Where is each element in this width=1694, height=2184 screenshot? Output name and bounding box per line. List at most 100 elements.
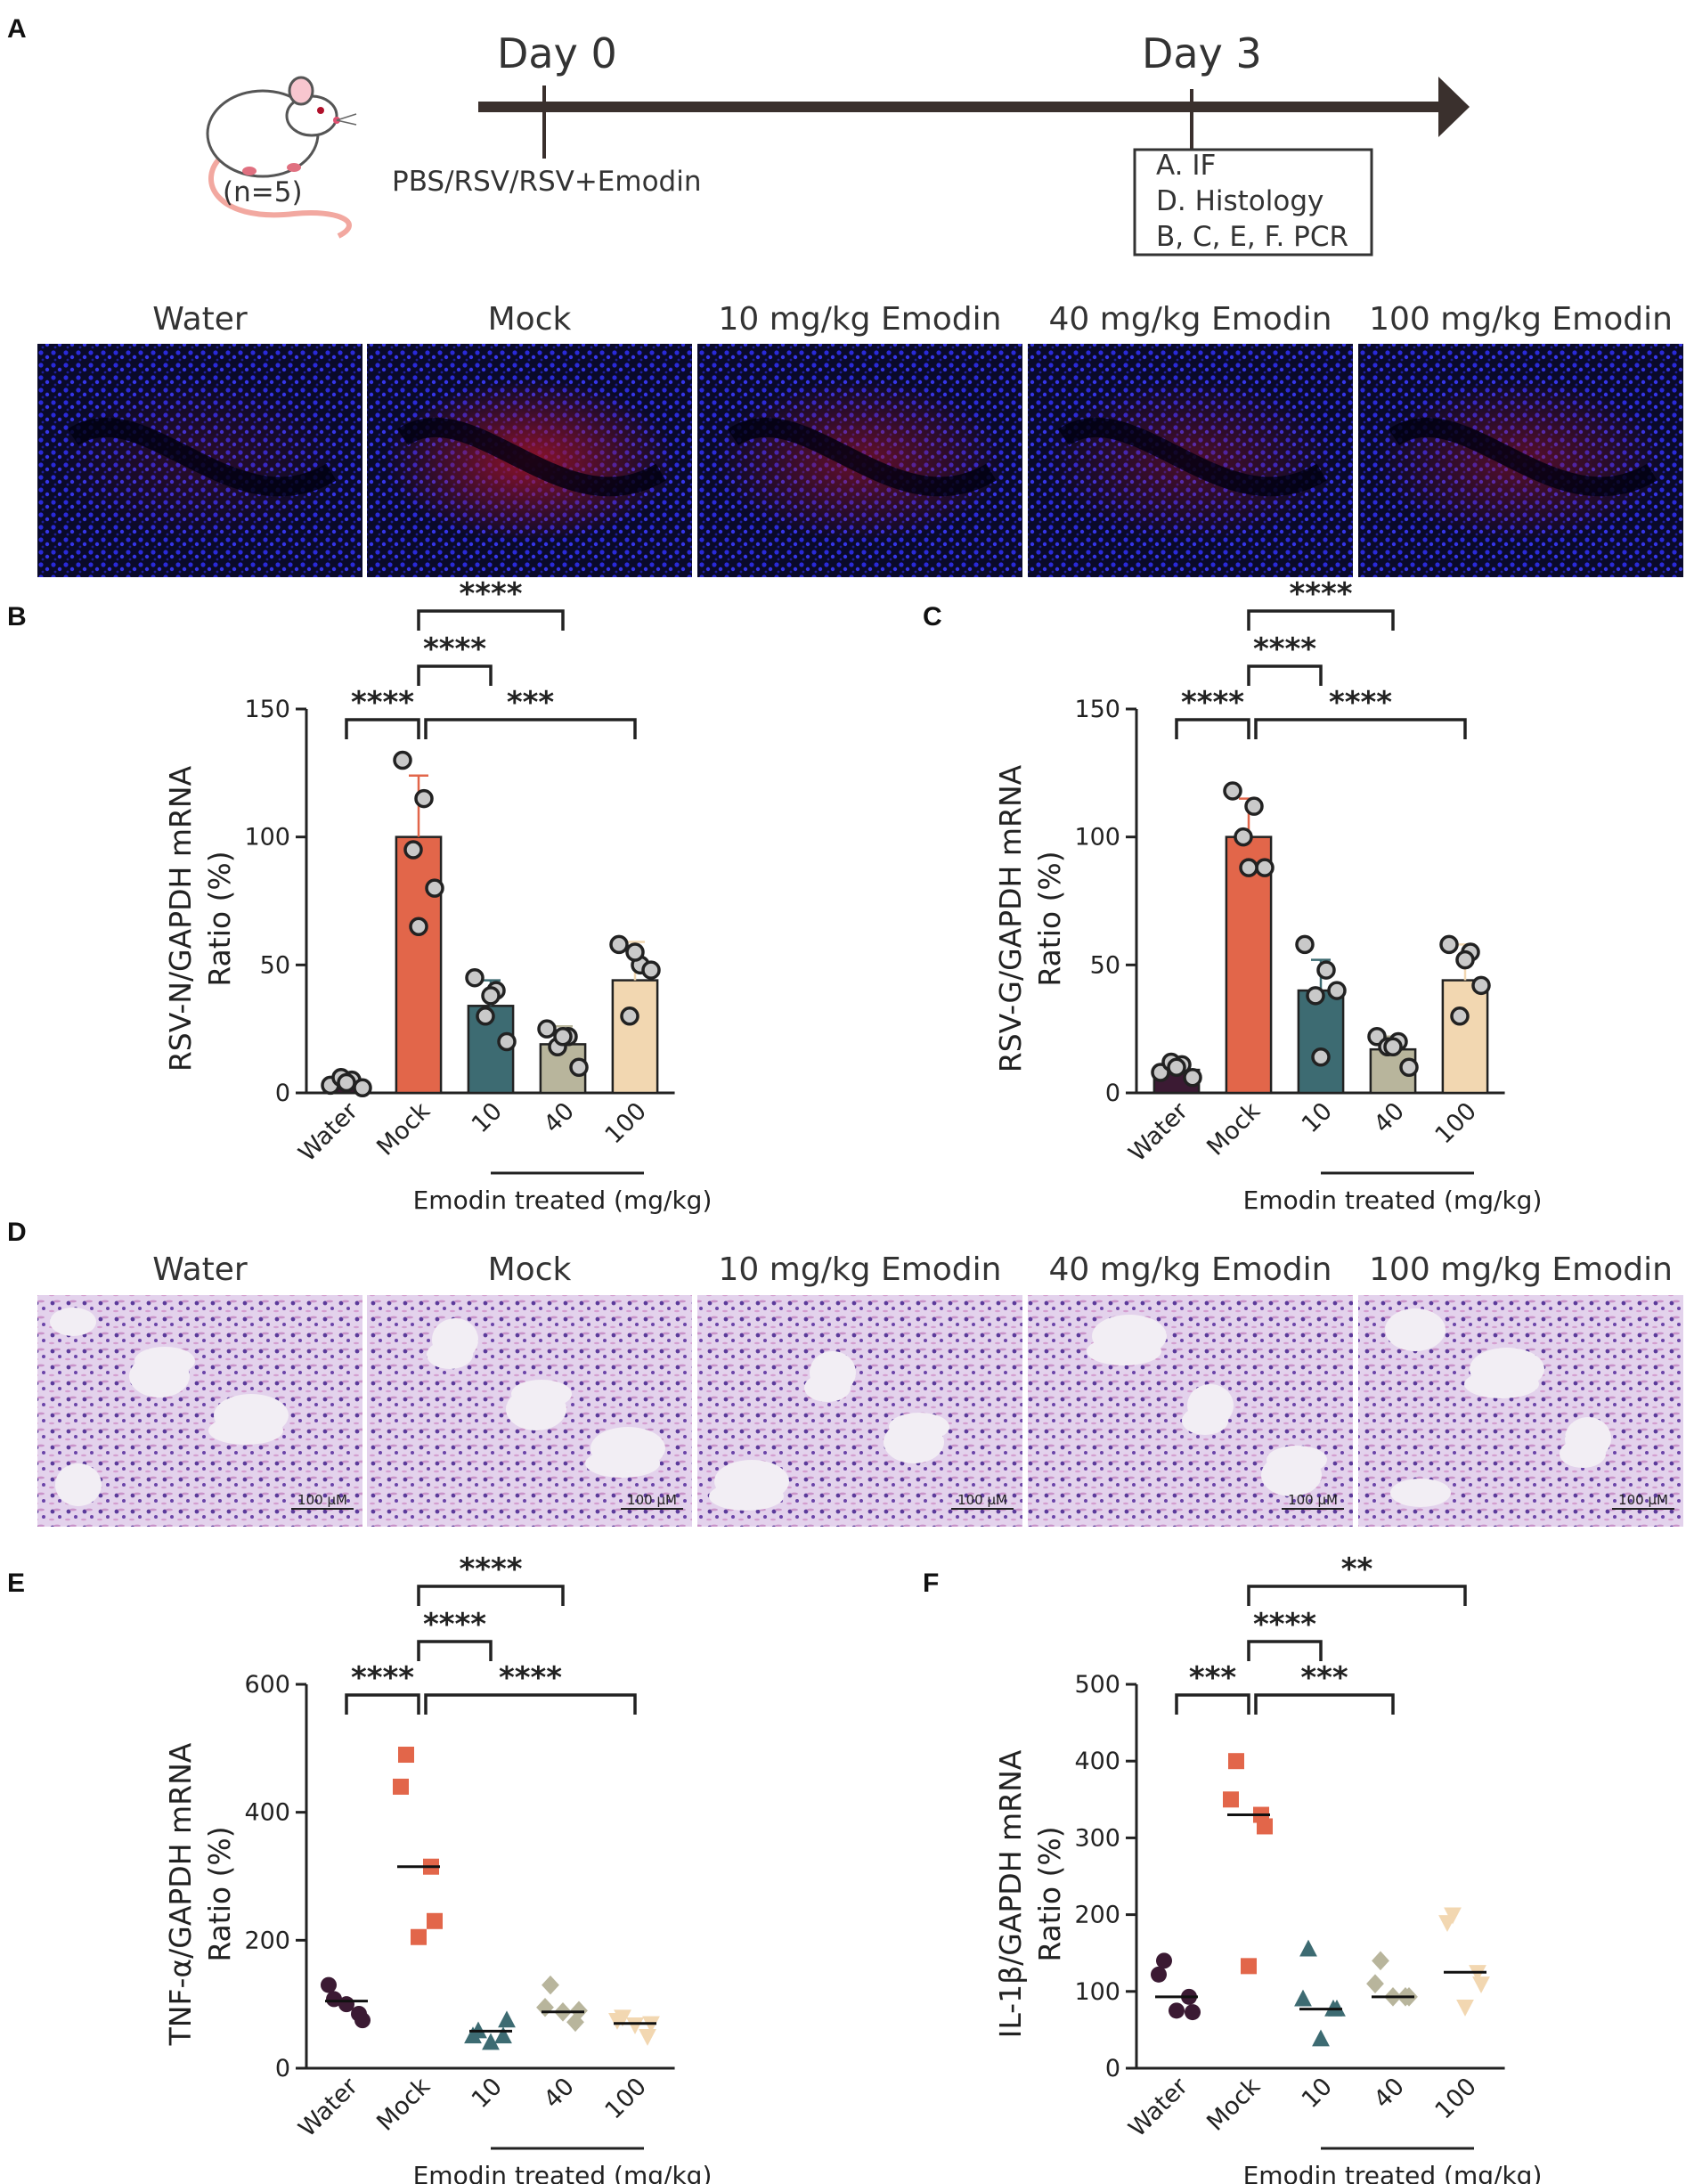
he-caption-5: 100 mg/kg Emodin xyxy=(1369,1251,1673,1288)
treatment-label: PBS/RSV/RSV+Emodin xyxy=(392,166,702,198)
chart-c-point-3-2 xyxy=(1316,960,1336,980)
chart-f-point-2-1 xyxy=(1228,1753,1244,1770)
chart-c-bracket-4 xyxy=(1247,609,1395,631)
chart-e-point-5-3 xyxy=(639,2028,656,2046)
chart-e-sig-label-1: **** xyxy=(351,1660,414,1696)
chart-f-point-3-5 xyxy=(1312,2029,1330,2047)
chart-b-point-4-4 xyxy=(569,1057,589,1078)
chart-e-xtick-label-5: 100 xyxy=(600,2073,652,2124)
chart-e-bracket-2 xyxy=(424,1693,637,1715)
chart-b-xtick-label-3: 10 xyxy=(467,1097,508,1138)
histology-image-row: Water 100 μM Mock 100 μM 10 mg/kg Emodin 100 … xyxy=(37,1251,1683,1527)
chart-b-point-1-4 xyxy=(353,1078,372,1098)
chart-b-sig-label-4: **** xyxy=(459,576,522,612)
chart-c-bracket-1 xyxy=(1175,718,1250,739)
chart-b-xtick-label-5: 100 xyxy=(600,1097,652,1149)
if-image-row: Water Mock 10 mg/kg Emodin 40 mg/kg Emodin 1… xyxy=(37,301,1683,577)
chart-f-xtick-label-4: 40 xyxy=(1369,2073,1410,2114)
chart-f-ytick-label-5: 500 xyxy=(1074,1671,1120,1699)
if-caption-2: Mock xyxy=(488,301,572,338)
chart-b-point-5-3 xyxy=(620,1006,639,1026)
chart-f-ytick-label-4: 400 xyxy=(1074,1748,1120,1775)
chart-c-ytick-label-2: 100 xyxy=(1074,824,1120,852)
chart-f-point-1-5 xyxy=(1169,2002,1185,2019)
chart-f-point-2-4 xyxy=(1257,1818,1273,1835)
chart-b-ylabel-line-2: Ratio (%) xyxy=(202,851,237,986)
chart-f-point-4-2 xyxy=(1366,1974,1384,1993)
if-image-3 xyxy=(697,344,1022,577)
chart-c-point-5-1 xyxy=(1439,934,1459,955)
chart-c-point-5-3 xyxy=(1450,1006,1470,1026)
chart-b-sig-label-3: **** xyxy=(423,632,486,667)
chart-b-ylabel-line-1: RSV-N/GAPDH mRNA xyxy=(163,765,198,1072)
chart-c-rsv-g: 0 50 100 150 RSV-G/GAPDH mRNA Ratio (%) Water M… xyxy=(993,576,1542,1215)
chart-b-ytick-label-2: 100 xyxy=(244,824,290,852)
he-caption-3: 10 mg/kg Emodin xyxy=(719,1251,1002,1288)
chart-c-xtick-label-3: 10 xyxy=(1297,1097,1338,1138)
chart-c-bracket-3 xyxy=(1247,664,1323,686)
chart-b-rsv-n: 0 50 100 150 RSV-N/GAPDH mRNA Ratio (%) Water M… xyxy=(163,576,712,1215)
if-caption-1: Water xyxy=(152,301,248,338)
chart-f-point-3-2 xyxy=(1294,1989,1312,2007)
chart-e-sig-label-4: **** xyxy=(459,1552,522,1587)
chart-b-point-3-5 xyxy=(481,986,501,1006)
chart-f-bracket-2 xyxy=(1254,1693,1395,1715)
chart-c-xtick-label-4: 40 xyxy=(1369,1097,1410,1138)
chart-f-sig-label-4: ** xyxy=(1341,1552,1373,1587)
chart-f-point-5-5 xyxy=(1456,1999,1474,2017)
chart-c-point-1-4 xyxy=(1183,1068,1202,1088)
analysis-box xyxy=(1133,148,1373,257)
chart-c-ytick-label-3: 150 xyxy=(1074,696,1120,723)
chart-b-point-5-5 xyxy=(625,942,645,962)
chart-c-ylabel-line-2: Ratio (%) xyxy=(1032,851,1067,986)
he-image-4 xyxy=(1028,1295,1353,1527)
panel-letter-a: A xyxy=(7,14,27,44)
chart-f-point-3-1 xyxy=(1299,1939,1317,1957)
analysis-box-line-1: A. IF xyxy=(1156,150,1216,182)
he-scale-label-3: 100 μM xyxy=(957,1492,1007,1508)
chart-e-sig-label-3: **** xyxy=(423,1607,486,1642)
chart-f-point-5-2 xyxy=(1438,1915,1456,1933)
chart-f-bracket-1 xyxy=(1175,1693,1250,1715)
chart-c-point-3-1 xyxy=(1295,934,1315,955)
chart-e-ylabel-line-2: Ratio (%) xyxy=(202,1826,237,1961)
chart-f-sig-label-1: *** xyxy=(1189,1660,1237,1696)
if-image-2 xyxy=(367,344,692,577)
chart-c-point-2-5 xyxy=(1239,858,1258,877)
timeline-arrowhead xyxy=(1438,77,1470,137)
chart-b-point-2-2 xyxy=(414,788,434,809)
n-label: (n=5) xyxy=(223,176,303,208)
chart-b-bar-2 xyxy=(395,835,443,1095)
chart-e-ytick-label-2: 400 xyxy=(244,1799,290,1827)
chart-f-point-5-4 xyxy=(1472,1976,1490,1993)
chart-f-xtick-label-1: Water xyxy=(1124,2072,1194,2142)
chart-f-bracket-4 xyxy=(1247,1585,1467,1606)
chart-f-xtick-label-3: 10 xyxy=(1297,2073,1338,2114)
chart-f-point-4-1 xyxy=(1372,1951,1389,1971)
chart-e-xtick-label-4: 40 xyxy=(539,2073,580,2114)
chart-e-point-2-1 xyxy=(398,1747,414,1764)
panel-letter-c: C xyxy=(923,602,942,632)
chart-f-il-1beta: 0 100 200 300 400 500 IL-1β/GAPDH mRNA Ratio (%… xyxy=(993,1552,1542,2184)
chart-c-bracket-2 xyxy=(1254,718,1467,739)
if-caption-4: 40 mg/kg Emodin xyxy=(1049,301,1332,338)
he-scale-label-5: 100 μM xyxy=(1618,1492,1668,1508)
chart-c-xgroup-label: Emodin treated (mg/kg) xyxy=(1243,1186,1543,1215)
chart-b-point-2-4 xyxy=(425,878,444,898)
chart-b-bracket-3 xyxy=(417,664,493,686)
he-caption-4: 40 mg/kg Emodin xyxy=(1049,1251,1332,1288)
chart-e-point-2-4 xyxy=(427,1912,443,1929)
chart-c-xtick-label-1: Water xyxy=(1124,1096,1194,1167)
chart-e-point-2-5 xyxy=(411,1928,427,1945)
he-caption-1: Water xyxy=(152,1251,248,1288)
chart-b-ytick-label-1: 50 xyxy=(260,951,290,979)
chart-e-xtick-label-1: Water xyxy=(294,2072,364,2142)
panel-letter-f: F xyxy=(923,1569,939,1598)
chart-b-xtick-label-1: Water xyxy=(294,1096,364,1167)
chart-e-point-4-2 xyxy=(536,1997,554,2017)
chart-c-xtick-label-5: 100 xyxy=(1430,1097,1482,1149)
chart-e-ylabel-line-1: TNF-α/GAPDH mRNA xyxy=(163,1742,198,2046)
chart-b-bracket-1 xyxy=(345,718,420,739)
chart-f-ytick-label-3: 300 xyxy=(1074,1824,1120,1852)
he-scale-label-1: 100 μM xyxy=(297,1492,347,1508)
